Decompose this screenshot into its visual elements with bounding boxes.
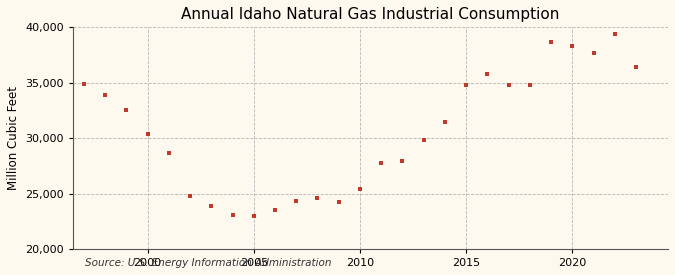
Point: [312, 196, 323, 200]
Point: [482, 72, 493, 76]
Point: [163, 150, 174, 155]
Point: [376, 160, 387, 165]
Point: [546, 40, 557, 44]
Point: [100, 93, 111, 97]
Point: [589, 51, 599, 55]
Point: [610, 32, 620, 36]
Point: [121, 108, 132, 113]
Y-axis label: Million Cubic Feet: Million Cubic Feet: [7, 86, 20, 190]
Point: [524, 83, 535, 87]
Point: [354, 187, 365, 191]
Point: [227, 213, 238, 217]
Point: [567, 44, 578, 48]
Point: [269, 208, 280, 212]
Point: [504, 83, 514, 87]
Point: [461, 83, 472, 87]
Point: [184, 194, 195, 198]
Point: [397, 159, 408, 164]
Point: [418, 138, 429, 142]
Text: Source: U.S. Energy Information Administration: Source: U.S. Energy Information Administ…: [85, 258, 331, 268]
Point: [78, 82, 89, 86]
Point: [333, 200, 344, 205]
Point: [206, 204, 217, 208]
Title: Annual Idaho Natural Gas Industrial Consumption: Annual Idaho Natural Gas Industrial Cons…: [182, 7, 560, 22]
Point: [630, 65, 641, 69]
Point: [142, 131, 153, 136]
Point: [248, 214, 259, 218]
Point: [291, 199, 302, 204]
Point: [439, 119, 450, 124]
